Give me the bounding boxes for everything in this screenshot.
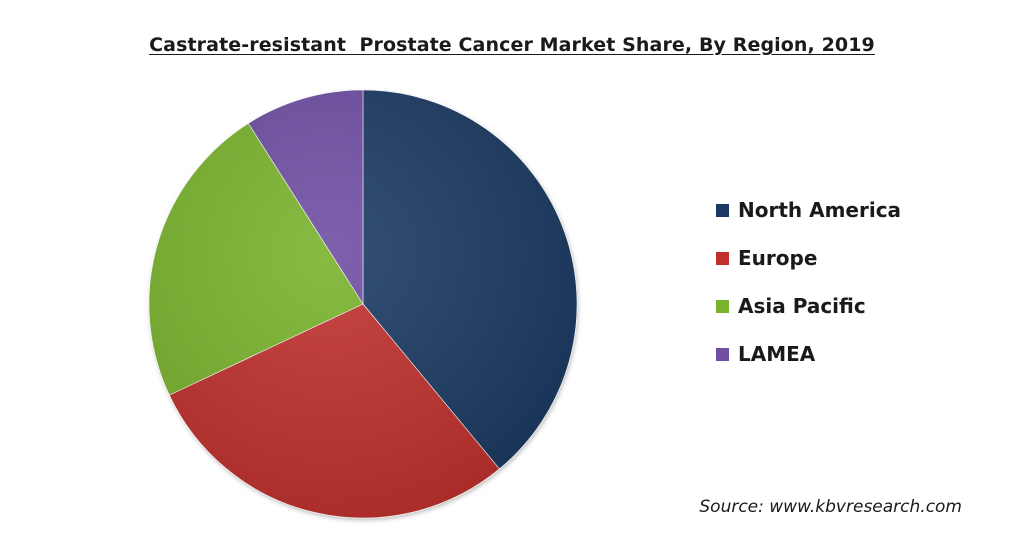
legend-item-europe: Europe bbox=[716, 234, 901, 282]
chart-title: Castrate-resistant Prostate Cancer Marke… bbox=[149, 34, 875, 56]
legend-swatch bbox=[716, 251, 729, 265]
source-note: Source: www.kbvresearch.com bbox=[699, 497, 962, 517]
legend-label: LAMEA bbox=[738, 342, 816, 366]
chart-legend: North America Europe Asia Pacific LAMEA bbox=[716, 186, 901, 378]
legend-item-lamea: LAMEA bbox=[716, 330, 901, 378]
legend-swatch bbox=[716, 203, 729, 217]
legend-item-north-america: North America bbox=[716, 186, 901, 234]
legend-swatch bbox=[716, 299, 729, 313]
legend-swatch bbox=[716, 347, 729, 361]
legend-label: North America bbox=[738, 198, 902, 222]
legend-label: Europe bbox=[738, 246, 818, 270]
legend-item-asia-pacific: Asia Pacific bbox=[716, 282, 901, 330]
legend-label: Asia Pacific bbox=[738, 294, 866, 318]
